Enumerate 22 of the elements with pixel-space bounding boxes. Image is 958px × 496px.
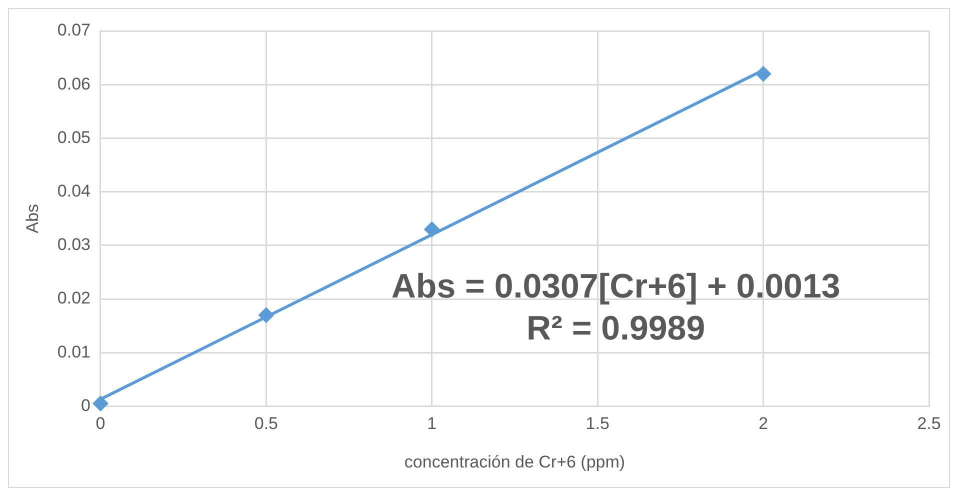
- y-tick-label: 0.06: [57, 74, 90, 94]
- annotation: Abs = 0.0307[Cr+6] + 0.0013: [391, 267, 840, 306]
- y-tick-label: 0.01: [57, 342, 90, 362]
- point: [755, 66, 772, 82]
- y-tick-label: 0.07: [57, 20, 90, 40]
- annotation: R² = 0.9989: [526, 309, 706, 348]
- y-tick-label: 0.04: [57, 181, 90, 200]
- x-tick-label: 2: [758, 414, 768, 434]
- x-tick-label: 2.5: [917, 414, 941, 434]
- x-tick-label: 1.5: [586, 414, 610, 434]
- point: [424, 221, 440, 238]
- y-tick-label: 0.05: [57, 128, 90, 147]
- point: [258, 307, 274, 324]
- y-tick-label: 0.02: [57, 288, 90, 308]
- x-tick-label: 0.5: [254, 414, 278, 434]
- y-tick-label: 0.03: [57, 235, 90, 254]
- point: [92, 396, 108, 412]
- y-axis-title: Abs: [22, 204, 42, 234]
- y-tick-label: 0: [81, 396, 90, 415]
- x-axis-title: concentración de Cr+6 (ppm): [404, 452, 626, 472]
- x-tick-label: 1: [427, 414, 437, 434]
- x-tick-label: 0: [96, 414, 106, 434]
